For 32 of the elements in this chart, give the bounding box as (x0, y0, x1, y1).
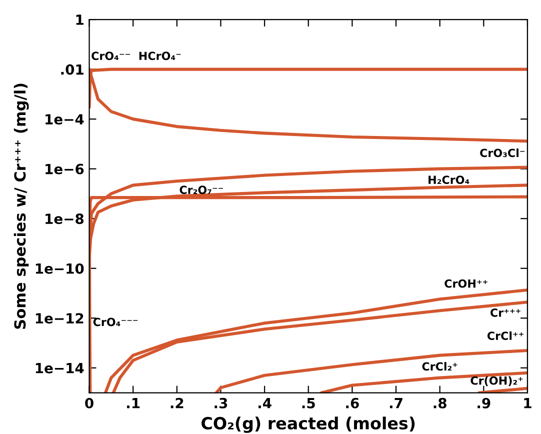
series-label: CrO₃Cl⁻ (480, 148, 525, 158)
series-label: H₂CrO₄ (428, 176, 470, 184)
x-tick-label: .7 (390, 398, 402, 408)
y-tick-label: 1e−10 (36, 263, 84, 274)
series-label: CrO₄⁻⁻⁻ (93, 318, 138, 326)
series-label: CrCl⁺⁺ (487, 331, 524, 340)
x-tick-label: 0 (85, 398, 94, 408)
y-tick-label: 1 (76, 14, 84, 25)
series-label: Cr₂O₇⁻⁻ (180, 186, 223, 194)
y-tick-label: 1e−6 (46, 164, 84, 174)
x-tick-label: 1 (524, 398, 532, 408)
y-tick-label: 1e−8 (46, 214, 84, 224)
x-tick-label: .2 (170, 398, 184, 408)
x-tick-label: .6 (346, 398, 359, 408)
x-tick-label: .3 (214, 398, 228, 408)
y-tick-label: .01 (61, 64, 84, 75)
series-label: Cr(OH)₂⁺ (470, 376, 523, 386)
y-tick-label: 1e−12 (36, 313, 84, 324)
x-tick-label: .8 (434, 398, 446, 408)
x-tick-label: .4 (258, 398, 272, 408)
y-tick-label: 1e−14 (36, 363, 84, 374)
series-label: CrO₄⁻⁻ (92, 52, 130, 60)
series-label: CrOH⁺⁺ (444, 279, 488, 288)
x-tick-label: .1 (127, 398, 140, 408)
series-label: Cr⁺⁺⁺ (490, 308, 520, 317)
y-tick-label: 1e−4 (46, 114, 84, 125)
x-tick-label: .5 (302, 398, 315, 408)
y-axis-title: Some species w/ Cr⁺⁺⁺ (mg/l) (14, 84, 29, 329)
x-axis-title: CO₂(g) reacted (moles) (202, 416, 415, 433)
x-tick-label: .9 (478, 398, 490, 408)
series-label: HCrO₄⁻ (139, 52, 181, 60)
series-label: CrCl₂⁺ (422, 362, 458, 371)
